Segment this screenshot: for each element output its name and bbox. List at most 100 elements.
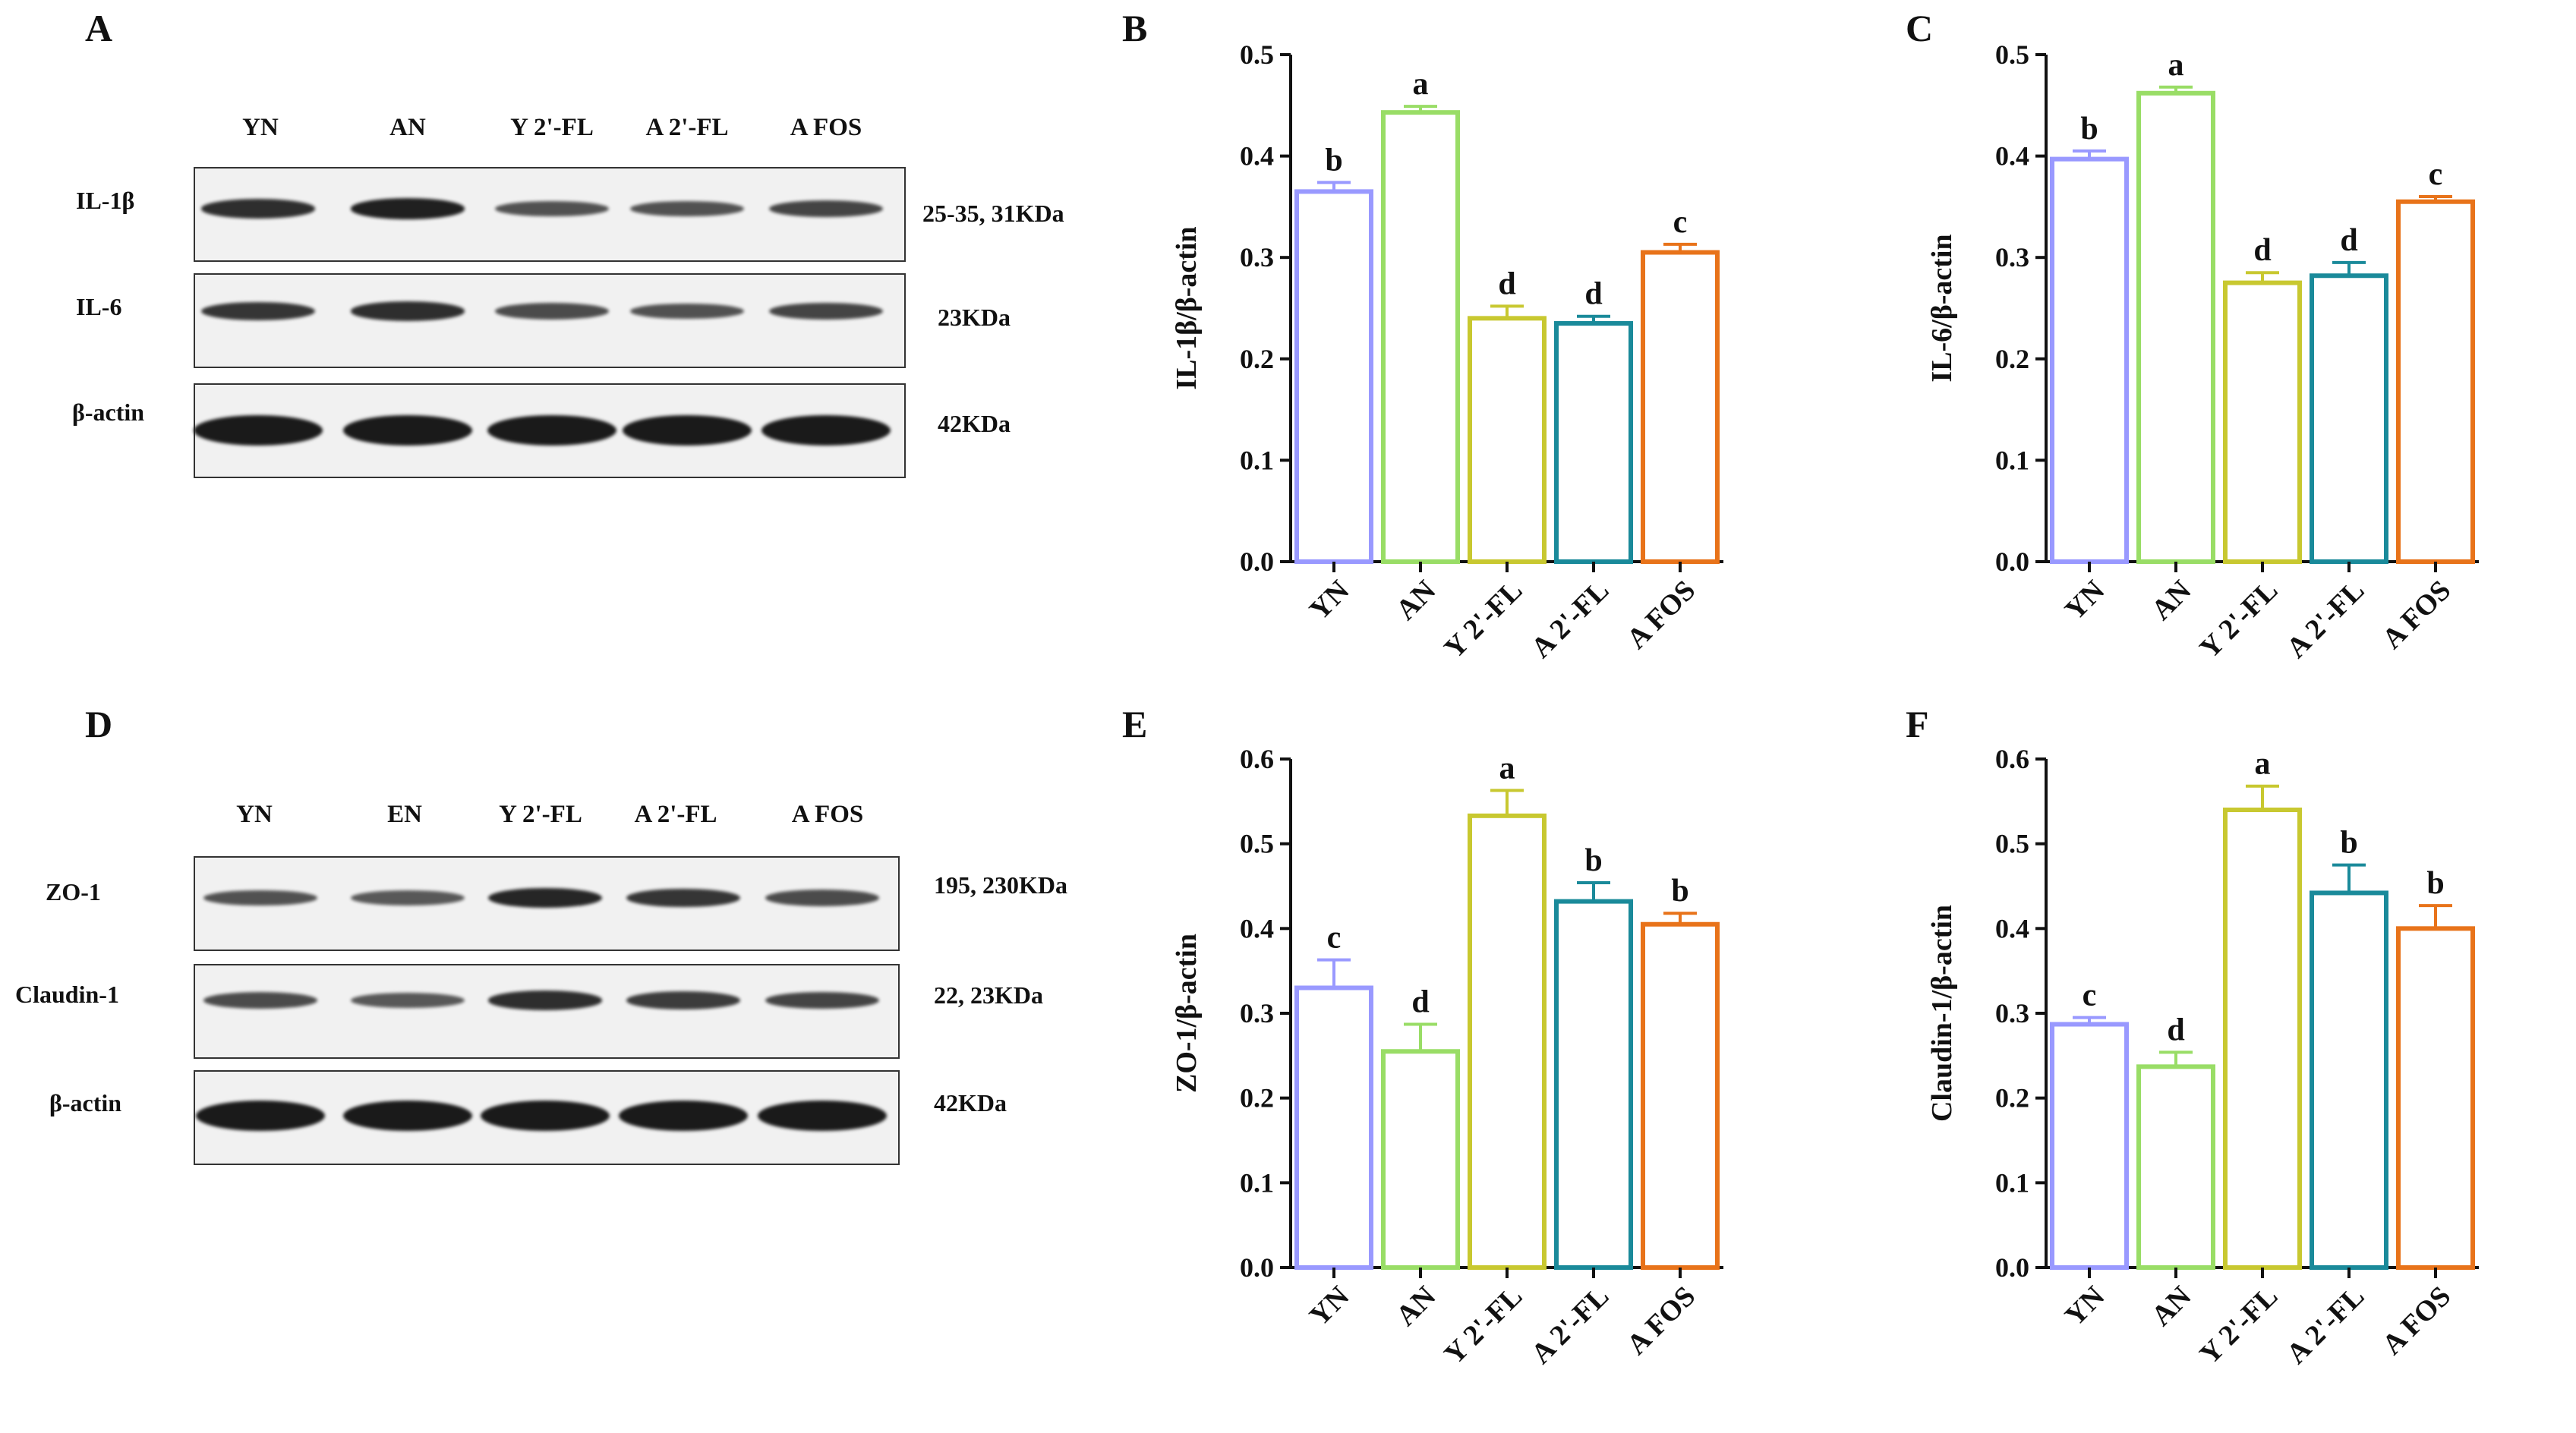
blot-band	[769, 200, 883, 218]
y-tick-label: 0.3	[1995, 242, 2029, 272]
y-tick-label: 0.2	[1995, 1083, 2029, 1113]
blot-band	[630, 303, 744, 320]
blot-band	[765, 890, 879, 906]
bar	[1381, 110, 1460, 565]
chart-c: 0.0 0.1 0.2 0.3 0.4 0.5 IL-6/β-actin b YN a AN d Y 2…	[1926, 39, 2479, 665]
y-tick-label: 0.0	[1995, 1252, 2029, 1283]
blot-band	[343, 1101, 472, 1131]
x-tick-label: YN	[1304, 1280, 1356, 1333]
chart-b: 0.0 0.1 0.2 0.3 0.4 0.5 IL-1β/β-actin b YN a AN d Y …	[1171, 39, 1723, 665]
blot-band	[201, 301, 315, 321]
blot-band	[343, 415, 472, 446]
bar	[1641, 250, 1720, 564]
protein-label: Claudin-1	[15, 981, 119, 1008]
bar	[1381, 1049, 1460, 1270]
y-tick-label: 0.2	[1995, 344, 2029, 374]
x-tick-label: AN	[1390, 1280, 1442, 1333]
bar	[1468, 316, 1547, 564]
panel-letter-e: E	[1122, 703, 1148, 745]
x-tick-label: A 2'-FL	[1525, 575, 1616, 665]
significance-letter: d	[1498, 266, 1515, 301]
lane-label: YN	[242, 114, 279, 141]
y-tick-label: 0.1	[1240, 445, 1274, 475]
y-tick-label: 0.6	[1995, 744, 2029, 774]
bar	[2310, 273, 2388, 564]
protein-label: IL-1β	[76, 187, 135, 214]
y-tick-label: 0.3	[1240, 998, 1274, 1028]
x-tick-label: YN	[2059, 1280, 2111, 1333]
protein-label: IL-6	[76, 293, 122, 320]
blot-band	[194, 415, 323, 446]
x-tick-label: YN	[2059, 575, 2111, 627]
blot-band	[351, 890, 465, 905]
bar	[1468, 813, 1547, 1270]
bar	[1294, 189, 1373, 565]
blot-band	[623, 415, 752, 446]
blot-strip-il6	[194, 273, 906, 368]
y-tick-label: 0.4	[1240, 913, 1274, 943]
y-tick-label: 0.5	[1995, 39, 2029, 70]
blot-band	[619, 1101, 748, 1131]
bar	[2223, 808, 2302, 1270]
lane-label: EN	[387, 801, 422, 828]
significance-letter: b	[1325, 143, 1342, 178]
panel-letter-b: B	[1122, 7, 1148, 49]
bar	[1294, 985, 1373, 1270]
panel-letter-f: F	[1906, 703, 1929, 745]
panel-letter-c: C	[1906, 7, 1934, 49]
y-tick-label: 0.4	[1995, 141, 2029, 172]
blot-band	[626, 991, 740, 1009]
kda-label: 22, 23KDa	[934, 981, 1043, 1009]
y-tick-label: 0.3	[1240, 242, 1274, 272]
x-tick-label: A 2'-FL	[2281, 1280, 2371, 1371]
significance-letter: c	[2083, 978, 2097, 1013]
y-axis-label: ZO-1/β-actin	[1171, 934, 1203, 1093]
x-tick-label: A FOS	[2376, 1280, 2458, 1362]
bar	[2136, 1064, 2215, 1270]
blot-band	[769, 302, 883, 320]
blot-band	[203, 890, 317, 906]
bar	[1641, 921, 1720, 1270]
x-tick-label: Y 2'-FL	[1438, 1280, 1528, 1371]
significance-letter: a	[1413, 67, 1429, 102]
significance-letter: c	[1673, 205, 1688, 240]
y-tick-label: 0.2	[1240, 344, 1274, 374]
significance-letter: a	[2255, 747, 2271, 782]
blot-band	[626, 888, 740, 908]
significance-letter: a	[1499, 751, 1515, 786]
y-tick-label: 0.1	[1240, 1167, 1274, 1198]
bar	[2396, 926, 2475, 1271]
x-tick-label: AN	[1390, 575, 1442, 627]
lane-label: YN	[236, 801, 273, 828]
panel-letter-a: A	[85, 7, 113, 49]
y-tick-label: 0.1	[1995, 445, 2029, 475]
lane-label: A FOS	[790, 114, 862, 141]
x-tick-label: AN	[2146, 1280, 2198, 1333]
y-tick-label: 0.5	[1240, 39, 1274, 70]
y-tick-label: 0.0	[1240, 546, 1274, 577]
kda-label: 42KDa	[938, 410, 1011, 437]
bar	[2396, 199, 2475, 564]
y-tick-label: 0.0	[1995, 546, 2029, 577]
blot-band	[488, 887, 602, 909]
bar	[1554, 321, 1633, 564]
chart-e: 0.0 0.1 0.2 0.3 0.4 0.5 0.6 ZO-1/β-actin c YN d AN a…	[1171, 744, 1723, 1371]
lane-label: Y 2'-FL	[510, 114, 594, 141]
blot-band	[201, 199, 315, 219]
protein-label: β-actin	[72, 398, 145, 426]
lane-label: A FOS	[791, 801, 864, 828]
x-tick-label: A 2'-FL	[2281, 575, 2371, 665]
blot-band	[761, 415, 891, 446]
significance-letter: b	[1584, 843, 1602, 878]
lane-label: A 2'-FL	[634, 801, 717, 828]
blot-strip-claudin1	[194, 964, 900, 1059]
significance-letter: c	[2429, 157, 2443, 192]
bar	[2223, 280, 2302, 564]
blot-band	[481, 1101, 610, 1131]
kda-label: 23KDa	[938, 304, 1011, 331]
significance-letter: c	[1327, 921, 1342, 956]
blot-band	[487, 415, 616, 446]
lane-label: A 2'-FL	[645, 114, 729, 141]
x-tick-label: A 2'-FL	[1525, 1280, 1616, 1371]
y-tick-label: 0.5	[1995, 829, 2029, 859]
